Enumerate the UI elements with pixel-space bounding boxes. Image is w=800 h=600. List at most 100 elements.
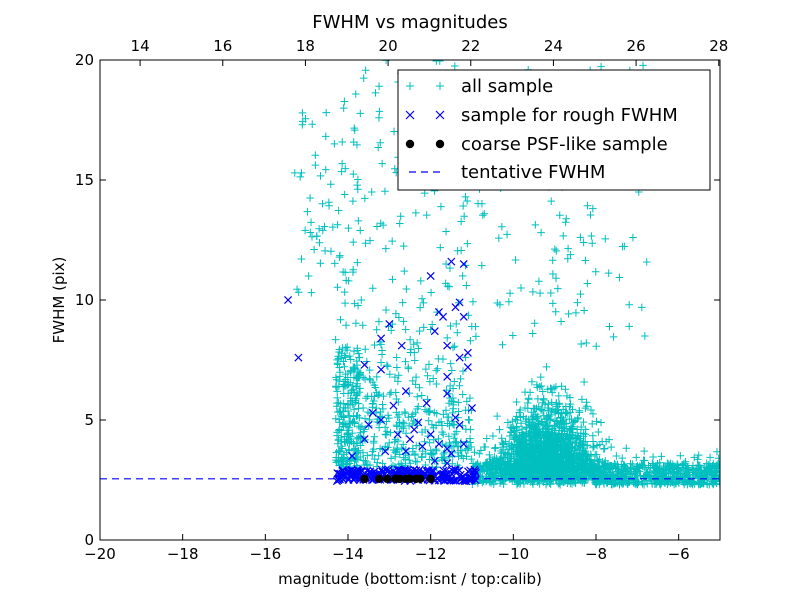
all-sample-point	[513, 480, 521, 489]
all-sample-point	[338, 420, 347, 429]
all-sample-point	[451, 430, 459, 438]
all-sample-point	[573, 462, 581, 470]
all-sample-point	[442, 406, 450, 415]
all-sample-point	[325, 202, 333, 210]
all-sample-point	[657, 452, 666, 461]
all-sample-point	[297, 169, 306, 177]
x-tick-label: −8	[585, 545, 607, 563]
all-sample-point	[506, 423, 514, 432]
psf-sample-point	[395, 474, 404, 483]
all-sample-point	[549, 470, 558, 479]
all-sample-point	[395, 313, 403, 322]
all-sample-point	[512, 447, 521, 456]
all-sample-point	[375, 113, 383, 122]
all-sample-point	[434, 435, 443, 443]
all-sample-point	[494, 464, 502, 473]
all-sample-point	[533, 437, 542, 445]
top-x-tick-label: 18	[296, 37, 315, 55]
all-sample-point	[632, 477, 640, 486]
all-sample-point	[408, 444, 417, 453]
all-sample-point	[415, 327, 424, 335]
all-sample-point	[533, 423, 541, 431]
all-sample-point	[704, 474, 712, 482]
all-sample-point	[506, 48, 514, 56]
all-sample-point	[573, 425, 582, 434]
all-sample-point	[361, 345, 370, 353]
all-sample-point	[443, 334, 452, 342]
all-sample-point	[573, 453, 581, 462]
all-sample-point	[449, 394, 457, 402]
all-sample-point	[343, 400, 352, 409]
all-sample-point	[320, 222, 329, 231]
all-sample-point	[375, 390, 383, 398]
all-sample-point	[372, 373, 381, 381]
all-sample-point	[411, 457, 420, 466]
all-sample-point	[340, 97, 349, 106]
all-sample-point	[412, 209, 420, 217]
all-sample-point	[417, 277, 425, 285]
all-sample-point	[291, 169, 299, 177]
all-sample-point	[379, 392, 388, 400]
all-sample-point	[541, 427, 550, 436]
all-sample-point	[392, 353, 401, 362]
all-sample-point	[529, 476, 538, 485]
all-sample-point	[505, 445, 513, 453]
all-sample-point	[365, 374, 374, 383]
all-sample-point	[449, 343, 457, 352]
all-sample-point	[544, 438, 553, 447]
all-sample-point	[568, 465, 577, 474]
all-sample-point	[362, 394, 370, 403]
all-sample-point	[375, 317, 383, 326]
rough-sample-point	[459, 439, 468, 449]
rough-sample-point	[426, 271, 435, 281]
all-sample-point	[548, 454, 557, 463]
all-sample-point	[547, 442, 556, 451]
all-sample-point	[589, 204, 597, 213]
all-sample-point	[591, 470, 600, 479]
all-sample-point	[478, 467, 487, 476]
all-sample-point	[544, 425, 553, 434]
all-sample-point	[693, 462, 702, 470]
all-sample-point	[564, 244, 572, 253]
all-sample-point	[513, 431, 521, 439]
all-sample-point	[554, 284, 562, 293]
all-sample-point	[514, 479, 522, 487]
all-sample-point	[443, 413, 452, 421]
all-sample-point	[534, 456, 543, 465]
rough-sample-point	[434, 439, 443, 449]
all-sample-point	[554, 455, 562, 464]
all-sample-point	[592, 417, 601, 426]
all-sample-point	[461, 193, 470, 201]
all-sample-point	[352, 391, 361, 399]
all-sample-point	[457, 217, 465, 226]
all-sample-point	[361, 414, 369, 423]
all-sample-point	[578, 466, 587, 474]
all-sample-point	[505, 459, 513, 468]
all-sample-point	[339, 389, 348, 398]
rough-sample-point	[465, 474, 475, 483]
x-tick-label: −12	[415, 545, 447, 563]
all-sample-point	[401, 409, 410, 418]
all-sample-point	[340, 288, 349, 296]
rough-sample-point	[456, 470, 465, 479]
all-sample-point	[354, 185, 362, 194]
all-sample-point	[376, 138, 385, 147]
all-sample-point	[322, 108, 331, 117]
all-sample-point	[446, 264, 454, 272]
all-sample-point	[545, 448, 554, 456]
all-sample-point	[393, 413, 402, 421]
all-sample-point	[555, 400, 564, 409]
axes: −20 −18 −16 −14 −12 −10 −8 −6 14 16 18 20 22 24 26 28 0 5…	[75, 37, 728, 563]
all-sample-point	[401, 357, 410, 366]
all-sample-point	[448, 366, 456, 375]
all-sample-point	[632, 453, 641, 462]
psf-sample-point	[374, 474, 384, 483]
all-sample-point	[497, 434, 506, 443]
all-sample-point	[483, 52, 491, 60]
all-sample-point	[538, 470, 546, 479]
all-sample-point	[356, 109, 365, 118]
all-sample-point	[406, 459, 415, 468]
all-sample-point	[413, 405, 422, 413]
all-sample-point	[466, 336, 475, 345]
